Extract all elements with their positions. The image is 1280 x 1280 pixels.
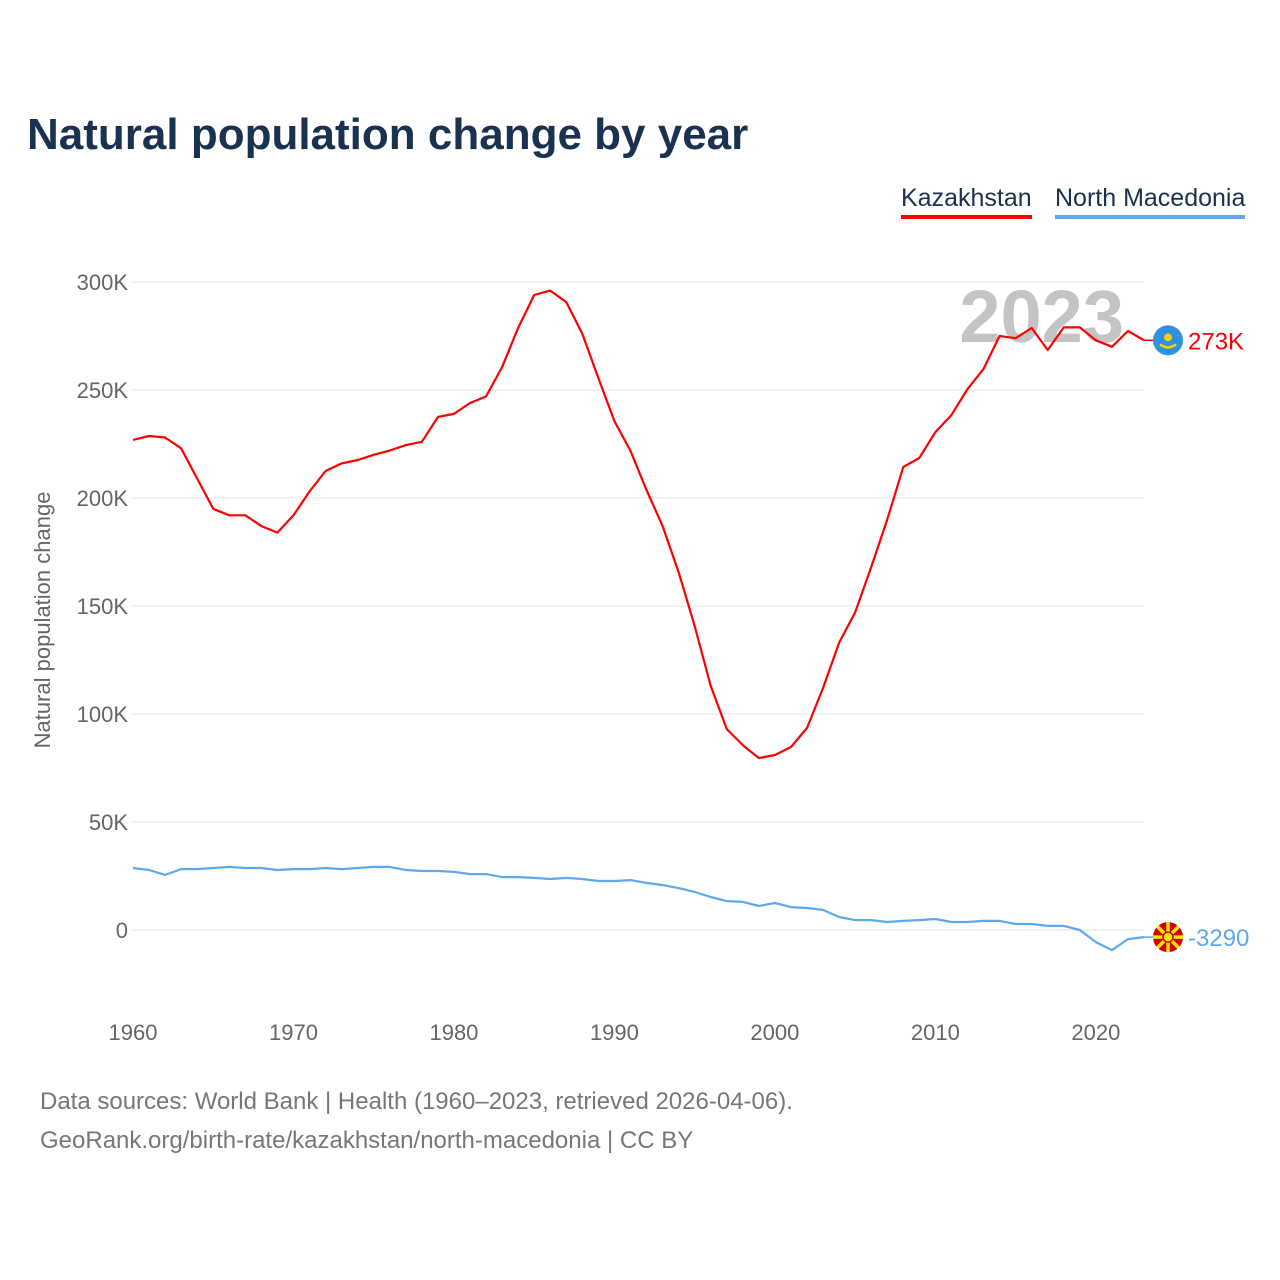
end-value-label: 273K — [1188, 328, 1244, 355]
x-tick-label: 2020 — [1071, 1020, 1120, 1045]
legend-kazakhstan[interactable]: Kazakhstan — [901, 184, 1032, 219]
footer-link[interactable]: GeoRank.org/birth-rate/kazakhstan/north-… — [40, 1127, 694, 1154]
y-tick-label: 50K — [89, 810, 128, 835]
y-tick-label: 100K — [77, 702, 129, 727]
x-tick-label: 1960 — [109, 1020, 158, 1045]
footer-source: Data sources: World Bank | Health (1960–… — [40, 1088, 793, 1115]
chart-title: Natural population change by year — [27, 110, 749, 159]
x-tick-label: 2000 — [750, 1020, 799, 1045]
x-tick-label: 2010 — [911, 1020, 960, 1045]
y-tick-label: 0 — [116, 918, 128, 943]
series-line-kazakhstan — [132, 289, 1145, 760]
series-line-north-macedonia — [132, 865, 1145, 952]
legend-north-macedonia[interactable]: North Macedonia — [1055, 184, 1246, 219]
y-tick-label: 150K — [77, 594, 129, 619]
year-watermark: 2023 — [959, 275, 1124, 358]
y-tick-label: 200K — [77, 486, 129, 511]
flag-sun — [1162, 931, 1174, 943]
y-axis-label: Natural population change — [30, 492, 55, 749]
flag-eagle — [1159, 343, 1177, 349]
x-tick-label: 1980 — [429, 1020, 478, 1045]
x-tick-label: 1970 — [269, 1020, 318, 1045]
flag-sun — [1164, 333, 1172, 342]
end-value-label: -3290 — [1188, 925, 1249, 952]
y-tick-label: 300K — [77, 270, 129, 295]
x-tick-label: 1990 — [590, 1020, 639, 1045]
y-tick-label: 250K — [77, 378, 129, 403]
